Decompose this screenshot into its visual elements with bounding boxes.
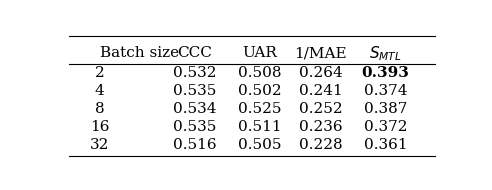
Text: 0.241: 0.241	[299, 84, 342, 98]
Text: 0.535: 0.535	[173, 120, 216, 135]
Text: Batch size: Batch size	[99, 46, 179, 60]
Text: 0.508: 0.508	[238, 66, 281, 80]
Text: 0.505: 0.505	[238, 139, 281, 152]
Text: 0.361: 0.361	[364, 139, 407, 152]
Text: 0.534: 0.534	[173, 102, 216, 116]
Text: 0.516: 0.516	[173, 139, 217, 152]
Text: 0.252: 0.252	[299, 102, 342, 116]
Text: 0.525: 0.525	[238, 102, 281, 116]
Text: 0.374: 0.374	[364, 84, 407, 98]
Text: 0.264: 0.264	[299, 66, 342, 80]
Text: 8: 8	[95, 102, 104, 116]
Text: 2: 2	[95, 66, 104, 80]
Text: 16: 16	[90, 120, 109, 135]
Text: 1/MAE: 1/MAE	[295, 46, 347, 60]
Text: 0.535: 0.535	[173, 84, 216, 98]
Text: 0.502: 0.502	[238, 84, 281, 98]
Text: 0.236: 0.236	[299, 120, 342, 135]
Text: 4: 4	[95, 84, 104, 98]
Text: CCC: CCC	[178, 46, 213, 60]
Text: $S_{MTL}$: $S_{MTL}$	[369, 44, 402, 63]
Text: 0.532: 0.532	[173, 66, 216, 80]
Text: 0.372: 0.372	[364, 120, 407, 135]
Text: 32: 32	[90, 139, 109, 152]
Text: 0.393: 0.393	[362, 66, 409, 80]
Text: 0.511: 0.511	[238, 120, 281, 135]
Text: UAR: UAR	[243, 46, 277, 60]
Text: 0.387: 0.387	[364, 102, 407, 116]
Text: 0.228: 0.228	[299, 139, 342, 152]
